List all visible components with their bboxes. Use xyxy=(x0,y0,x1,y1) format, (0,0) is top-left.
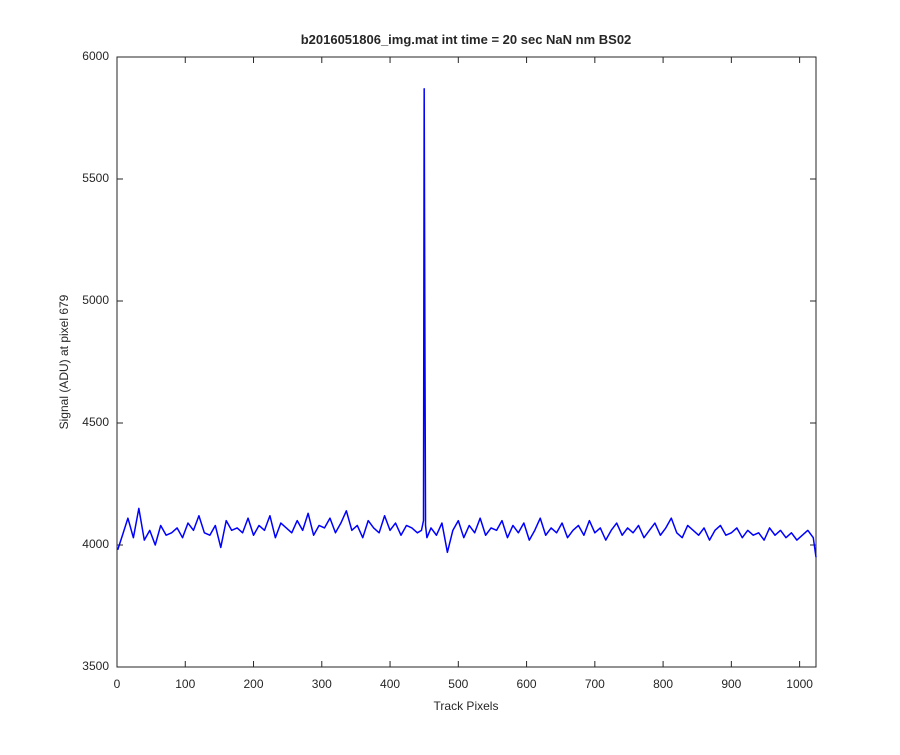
y-tick-label: 4500 xyxy=(82,415,109,429)
x-tick-label: 0 xyxy=(114,677,121,691)
axes-box xyxy=(116,56,817,668)
x-tick-label: 100 xyxy=(175,677,195,691)
x-tick-label: 300 xyxy=(312,677,332,691)
y-tick-label: 5000 xyxy=(82,293,109,307)
data-line xyxy=(116,87,817,558)
x-tick-label: 800 xyxy=(653,677,673,691)
x-tick-label: 200 xyxy=(244,677,264,691)
y-tick-label: 4000 xyxy=(82,537,109,551)
x-axis-label: Track Pixels xyxy=(434,699,499,713)
y-tick-label: 6000 xyxy=(82,49,109,63)
x-tick-label: 1000 xyxy=(786,677,813,691)
y-axis-label: Signal (ADU) at pixel 679 xyxy=(57,294,71,429)
x-tick-label: 600 xyxy=(517,677,537,691)
y-tick-label: 3500 xyxy=(82,659,109,673)
x-tick-label: 400 xyxy=(380,677,400,691)
x-tick-label: 900 xyxy=(721,677,741,691)
chart-title: b2016051806_img.mat int time = 20 sec Na… xyxy=(301,32,632,47)
x-tick-label: 700 xyxy=(585,677,605,691)
y-tick-label: 5500 xyxy=(82,171,109,185)
x-tick-label: 500 xyxy=(448,677,468,691)
